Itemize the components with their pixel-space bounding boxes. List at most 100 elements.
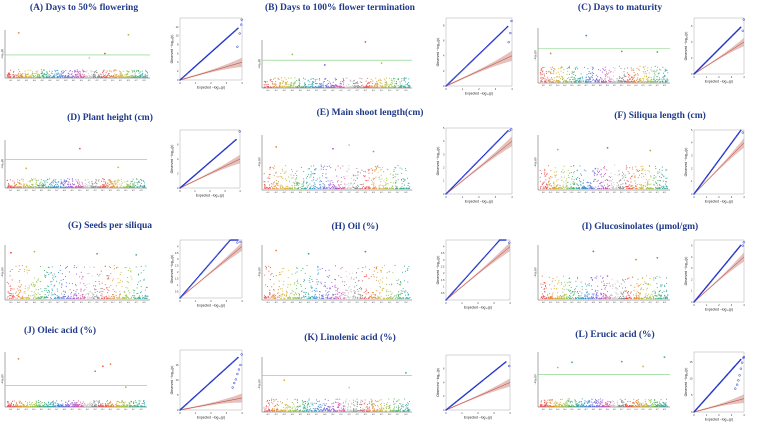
snp-point [385,184,387,186]
qq-point [464,67,466,69]
snp-point [557,81,559,83]
snp-point [121,73,123,75]
chromosome-tick: A07 [585,84,588,87]
snp-point [266,84,268,86]
snp-point [110,71,112,73]
chromosome-10-points [336,165,346,190]
snp-point [561,187,563,190]
snp-point [108,275,110,277]
qq-point [459,71,462,73]
snp-point [106,70,108,72]
snp-point [541,183,543,185]
snp-point [35,297,37,299]
snp-point [553,71,555,73]
snp-point [610,78,612,80]
snp-point [616,181,618,184]
snp-point [76,69,78,71]
snp-point [25,297,27,299]
snp-point [268,174,270,176]
snp-point [83,297,85,299]
snp-point [589,72,591,74]
snp-point [355,174,357,176]
snp-point [276,176,278,178]
snp-point [14,74,16,76]
snp-point [581,76,583,78]
chromosome-tick: A13 [364,89,367,92]
qq-point [465,172,467,175]
chromosome-14-points [108,69,117,78]
snp-point [602,187,605,189]
snp-point [325,173,327,175]
snp-point [55,75,57,77]
snp-point [569,172,571,174]
snp-point [51,184,53,187]
chromosome-8-points [61,69,71,78]
chromosome-tick: A04 [291,191,294,194]
snp-point [395,185,397,187]
snp-point [119,72,121,75]
snp-point [590,187,592,189]
snp-point [96,291,98,293]
snp-point [609,77,611,79]
snp-point [101,295,103,297]
snp-point [663,72,665,74]
snp-point [542,66,544,68]
snp-point [56,183,58,186]
snp-point [117,278,119,280]
snp-point [330,84,332,86]
snp-point [39,182,41,184]
snp-point [340,183,342,185]
chromosome-tick: A18 [142,79,145,82]
snp-point [611,81,613,83]
snp-point [356,171,359,173]
chromosome-4-points [29,178,39,188]
snp-point [274,187,276,190]
snp-point [122,70,124,72]
snp-point [659,171,661,173]
significant-snp-point [372,150,375,153]
snp-point [556,185,558,187]
snp-point [64,75,66,77]
snp-point [291,186,293,188]
snp-point [550,77,553,79]
snp-point [37,179,39,181]
snp-point [297,86,299,88]
snp-point [19,74,21,76]
snp-point [271,86,273,88]
snp-point [72,186,74,188]
snp-point [545,79,547,81]
snp-point [310,165,312,167]
snp-point [597,79,599,81]
snp-point [299,85,301,87]
snp-point [617,174,619,177]
snp-point [648,179,650,181]
chromosome-2-points [271,165,281,190]
snp-point [403,187,405,189]
snp-point [72,75,74,77]
snp-point [634,176,636,178]
snp-point [656,184,658,186]
snp-point [48,74,50,76]
snp-point [37,70,39,72]
snp-point [582,187,584,189]
snp-point [132,178,134,180]
chromosome-7-points [582,169,591,190]
snp-point [268,176,270,178]
snp-point [541,71,543,73]
chromosome-6-points [304,78,314,88]
snp-point [28,269,30,271]
snp-point [542,186,544,188]
snp-point [10,285,12,287]
snp-point [575,187,577,189]
snp-point [51,292,53,294]
snp-point [70,74,72,76]
snp-point [127,276,129,279]
chromosome-5-points [37,179,46,188]
snp-point [69,73,71,75]
snp-point [301,185,303,187]
snp-point [571,76,573,78]
snp-point [563,181,565,183]
snp-point [574,171,576,173]
manhattan-ylabel: −log₁₀(p) [0,159,4,169]
snp-point [113,290,115,293]
